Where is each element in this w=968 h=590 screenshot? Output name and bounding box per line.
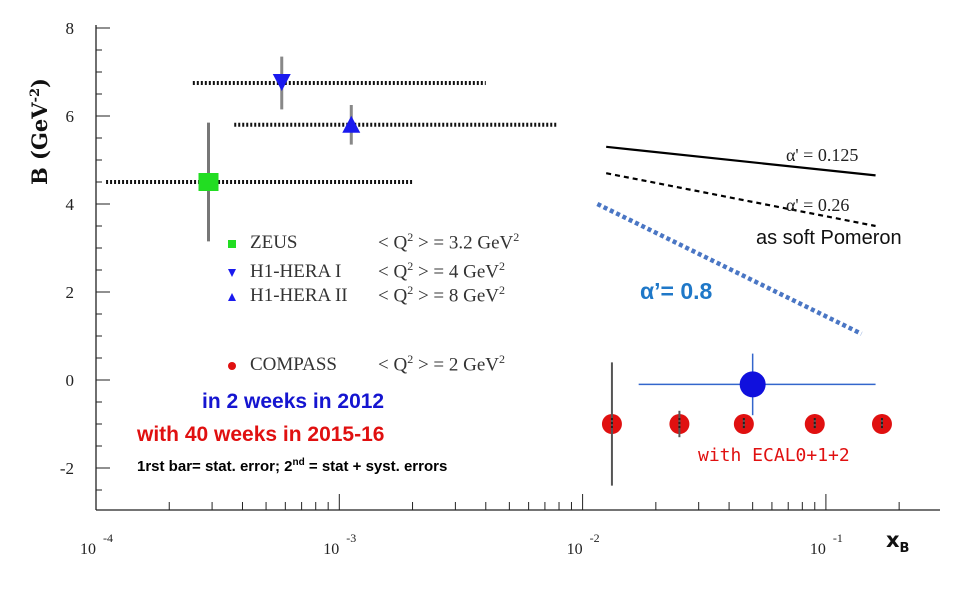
legend-marker-triangle-down bbox=[228, 269, 236, 278]
axis-ticks: -2 0 2 4 6 8 10 -4 10 -3 10 -2 10 -1 bbox=[60, 19, 900, 558]
legend-q2: < Q bbox=[378, 261, 408, 283]
y-tick-label: -2 bbox=[60, 459, 74, 478]
legend-q2-sup: 2 bbox=[407, 259, 414, 273]
legend-q2-unit-sup: 2 bbox=[499, 283, 505, 297]
annotation-alpha-026: α' = 0.26 bbox=[786, 195, 850, 215]
note-error-bars-b: = stat + syst. errors bbox=[304, 458, 448, 475]
y-axis-label-sup: -2 bbox=[28, 87, 43, 103]
y-axis-label-text: B (GeV bbox=[27, 102, 52, 185]
legend-label: H1-HERA II bbox=[250, 285, 348, 307]
annotation-soft-pomeron: as soft Pomeron bbox=[756, 227, 902, 249]
legend-q2-value: > = 2 GeV bbox=[413, 354, 499, 376]
legend-marker-circle bbox=[228, 362, 236, 371]
trend-lines bbox=[596, 145, 876, 336]
legend-marker-square bbox=[228, 240, 236, 249]
y-tick-label: 0 bbox=[66, 371, 75, 390]
legend-label: COMPASS bbox=[250, 354, 337, 376]
annotation-alpha-08: α’= 0.8 bbox=[640, 278, 713, 304]
legend-zeus: ZEUS < Q2 > = 3.2 GeV2 bbox=[228, 230, 519, 254]
x-tick-label: 10 bbox=[810, 541, 826, 558]
h1-hera-1-point bbox=[272, 74, 291, 91]
x-tick-exponent: -4 bbox=[103, 531, 113, 545]
note-2015: with 40 weeks in 2015-16 bbox=[137, 423, 385, 446]
legend-label: H1-HERA I bbox=[250, 261, 342, 283]
x-tick-label: 10 bbox=[80, 541, 96, 558]
y-tick-label: 4 bbox=[66, 195, 75, 214]
legend-marker-triangle-up bbox=[228, 293, 236, 302]
legend-q2: < Q bbox=[378, 232, 408, 254]
x-tick-exponent: -2 bbox=[590, 531, 600, 545]
legend-label: ZEUS bbox=[250, 232, 298, 254]
legend-q2-unit-sup: 2 bbox=[499, 259, 505, 273]
note-error-bars-a: 1rst bar= stat. error; 2 bbox=[137, 458, 293, 475]
legend-q2-sup: 2 bbox=[407, 230, 414, 244]
legend-q2: < Q bbox=[378, 354, 408, 376]
note-error-bars: 1rst bar= stat. error; 2nd = stat + syst… bbox=[137, 457, 447, 475]
legend-compass: COMPASS < Q2 > = 2 GeV2 bbox=[228, 352, 505, 376]
x-tick-label: 10 bbox=[567, 541, 583, 558]
legend-q2-value: > = 3.2 GeV bbox=[413, 232, 514, 254]
legend-q2-value: > = 8 GeV bbox=[413, 285, 499, 307]
legend-h1-hera-2: H1-HERA II < Q2 > = 8 GeV2 bbox=[228, 283, 505, 307]
x-axis-label-text: x bbox=[886, 528, 900, 552]
x-tick-label: 10 bbox=[323, 541, 339, 558]
legend-q2-unit-sup: 2 bbox=[499, 352, 505, 366]
note-error-bars-sup: nd bbox=[292, 457, 305, 468]
plot-frame bbox=[95, 25, 940, 511]
legend-q2: < Q bbox=[378, 285, 408, 307]
series-layer bbox=[106, 56, 892, 486]
legend-q2-sup: 2 bbox=[407, 352, 414, 366]
y-axis-label: B (GeV-2) bbox=[27, 45, 57, 185]
trend-line-dotted bbox=[596, 201, 863, 336]
note-2012: in 2 weeks in 2012 bbox=[202, 390, 385, 413]
x-tick-exponent: -3 bbox=[346, 531, 356, 545]
y-axis-label-close: ) bbox=[27, 78, 52, 88]
legend-q2-sup: 2 bbox=[407, 283, 414, 297]
y-tick-label: 6 bbox=[66, 107, 75, 126]
zeus-point bbox=[198, 173, 219, 191]
annotation-alpha-0125: α' = 0.125 bbox=[786, 145, 859, 165]
x-axis-label: xB bbox=[886, 528, 909, 556]
legend-h1-hera-1: H1-HERA I < Q2 > = 4 GeV2 bbox=[228, 259, 505, 283]
legend-q2-unit-sup: 2 bbox=[513, 230, 520, 244]
x-tick-exponent: -1 bbox=[833, 531, 843, 545]
x-axis-label-sub: B bbox=[899, 541, 910, 557]
trend-line-solid bbox=[606, 145, 876, 177]
h1-hera-2-point bbox=[342, 115, 361, 133]
trend-line-dashed bbox=[605, 172, 876, 228]
y-tick-label: 2 bbox=[66, 283, 75, 302]
projection-point bbox=[739, 371, 766, 398]
note-ecal: with ECAL0+1+2 bbox=[698, 445, 850, 466]
legend-q2-value: > = 4 GeV bbox=[413, 261, 499, 283]
y-tick-label: 8 bbox=[66, 19, 75, 38]
